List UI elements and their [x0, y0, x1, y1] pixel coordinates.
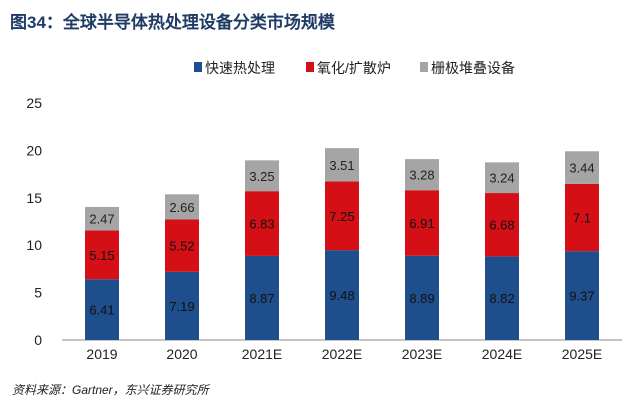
- data-label: 6.68: [489, 218, 514, 233]
- data-label: 7.19: [169, 299, 194, 314]
- x-tick-label: 2021E: [242, 346, 282, 362]
- legend-swatch: [306, 62, 314, 72]
- x-tick-label: 2022E: [322, 346, 362, 362]
- data-label: 2.47: [89, 212, 114, 227]
- x-tick-label: 2019: [86, 346, 117, 362]
- chart-title: 图34：全球半导体热处理设备分类市场规模: [10, 13, 335, 32]
- bar-segment: [165, 219, 199, 272]
- data-label: 7.25: [329, 209, 354, 224]
- data-label: 9.48: [329, 288, 354, 303]
- data-label: 5.52: [169, 239, 194, 254]
- x-tick-label: 2024E: [482, 346, 522, 362]
- data-label: 8.82: [489, 291, 514, 306]
- bar-segment: [565, 151, 599, 184]
- bar-segment: [325, 250, 359, 340]
- data-label: 5.15: [89, 248, 114, 263]
- data-label: 6.41: [89, 303, 114, 318]
- bar-segment: [165, 271, 199, 340]
- x-tick-label: 2023E: [402, 346, 442, 362]
- y-tick-label: 5: [34, 285, 42, 301]
- data-label: 3.24: [489, 171, 514, 186]
- data-label: 6.83: [249, 217, 274, 232]
- bar-segment: [245, 191, 279, 256]
- bar-segment: [405, 255, 439, 340]
- bar-segment: [165, 194, 199, 220]
- bar-segment: [245, 255, 279, 340]
- legend-label: 快速热处理: [205, 60, 275, 76]
- y-tick-label: 0: [34, 332, 42, 348]
- data-label: 7.1: [573, 211, 591, 226]
- source-note: 资料来源：Gartner，东兴证券研究所: [12, 383, 209, 397]
- y-tick-label: 20: [26, 142, 42, 158]
- legend-swatch: [194, 62, 202, 72]
- data-label: 3.28: [409, 168, 434, 183]
- bar-segment: [405, 190, 439, 256]
- bar-segment: [245, 160, 279, 192]
- legend-label: 栅极堆叠设备: [431, 60, 515, 76]
- data-label: 8.87: [249, 291, 274, 306]
- legend-label: 氧化/扩散炉: [317, 60, 391, 76]
- legend-swatch: [420, 62, 428, 72]
- x-tick-label: 2025E: [562, 346, 602, 362]
- bar-segment: [85, 230, 119, 280]
- data-label: 3.51: [329, 158, 354, 173]
- data-label: 2.66: [169, 200, 194, 215]
- x-tick-label: 2020: [166, 346, 197, 362]
- bar-segment: [85, 279, 119, 340]
- y-tick-label: 25: [26, 95, 42, 111]
- data-label: 3.44: [569, 161, 594, 176]
- data-label: 6.91: [409, 216, 434, 231]
- bar-segment: [565, 251, 599, 340]
- bar-segment: [485, 162, 519, 194]
- y-tick-label: 10: [26, 237, 42, 253]
- data-label: 9.37: [569, 289, 594, 304]
- bar-segment: [485, 193, 519, 257]
- data-label: 3.25: [249, 169, 274, 184]
- bar-segment: [85, 206, 119, 231]
- bar-segment: [325, 181, 359, 251]
- y-tick-label: 15: [26, 190, 42, 206]
- bar-segment: [485, 256, 519, 340]
- bar-segment: [565, 183, 599, 252]
- bar-segment: [405, 159, 439, 191]
- data-label: 8.89: [409, 291, 434, 306]
- bar-segment: [325, 148, 359, 182]
